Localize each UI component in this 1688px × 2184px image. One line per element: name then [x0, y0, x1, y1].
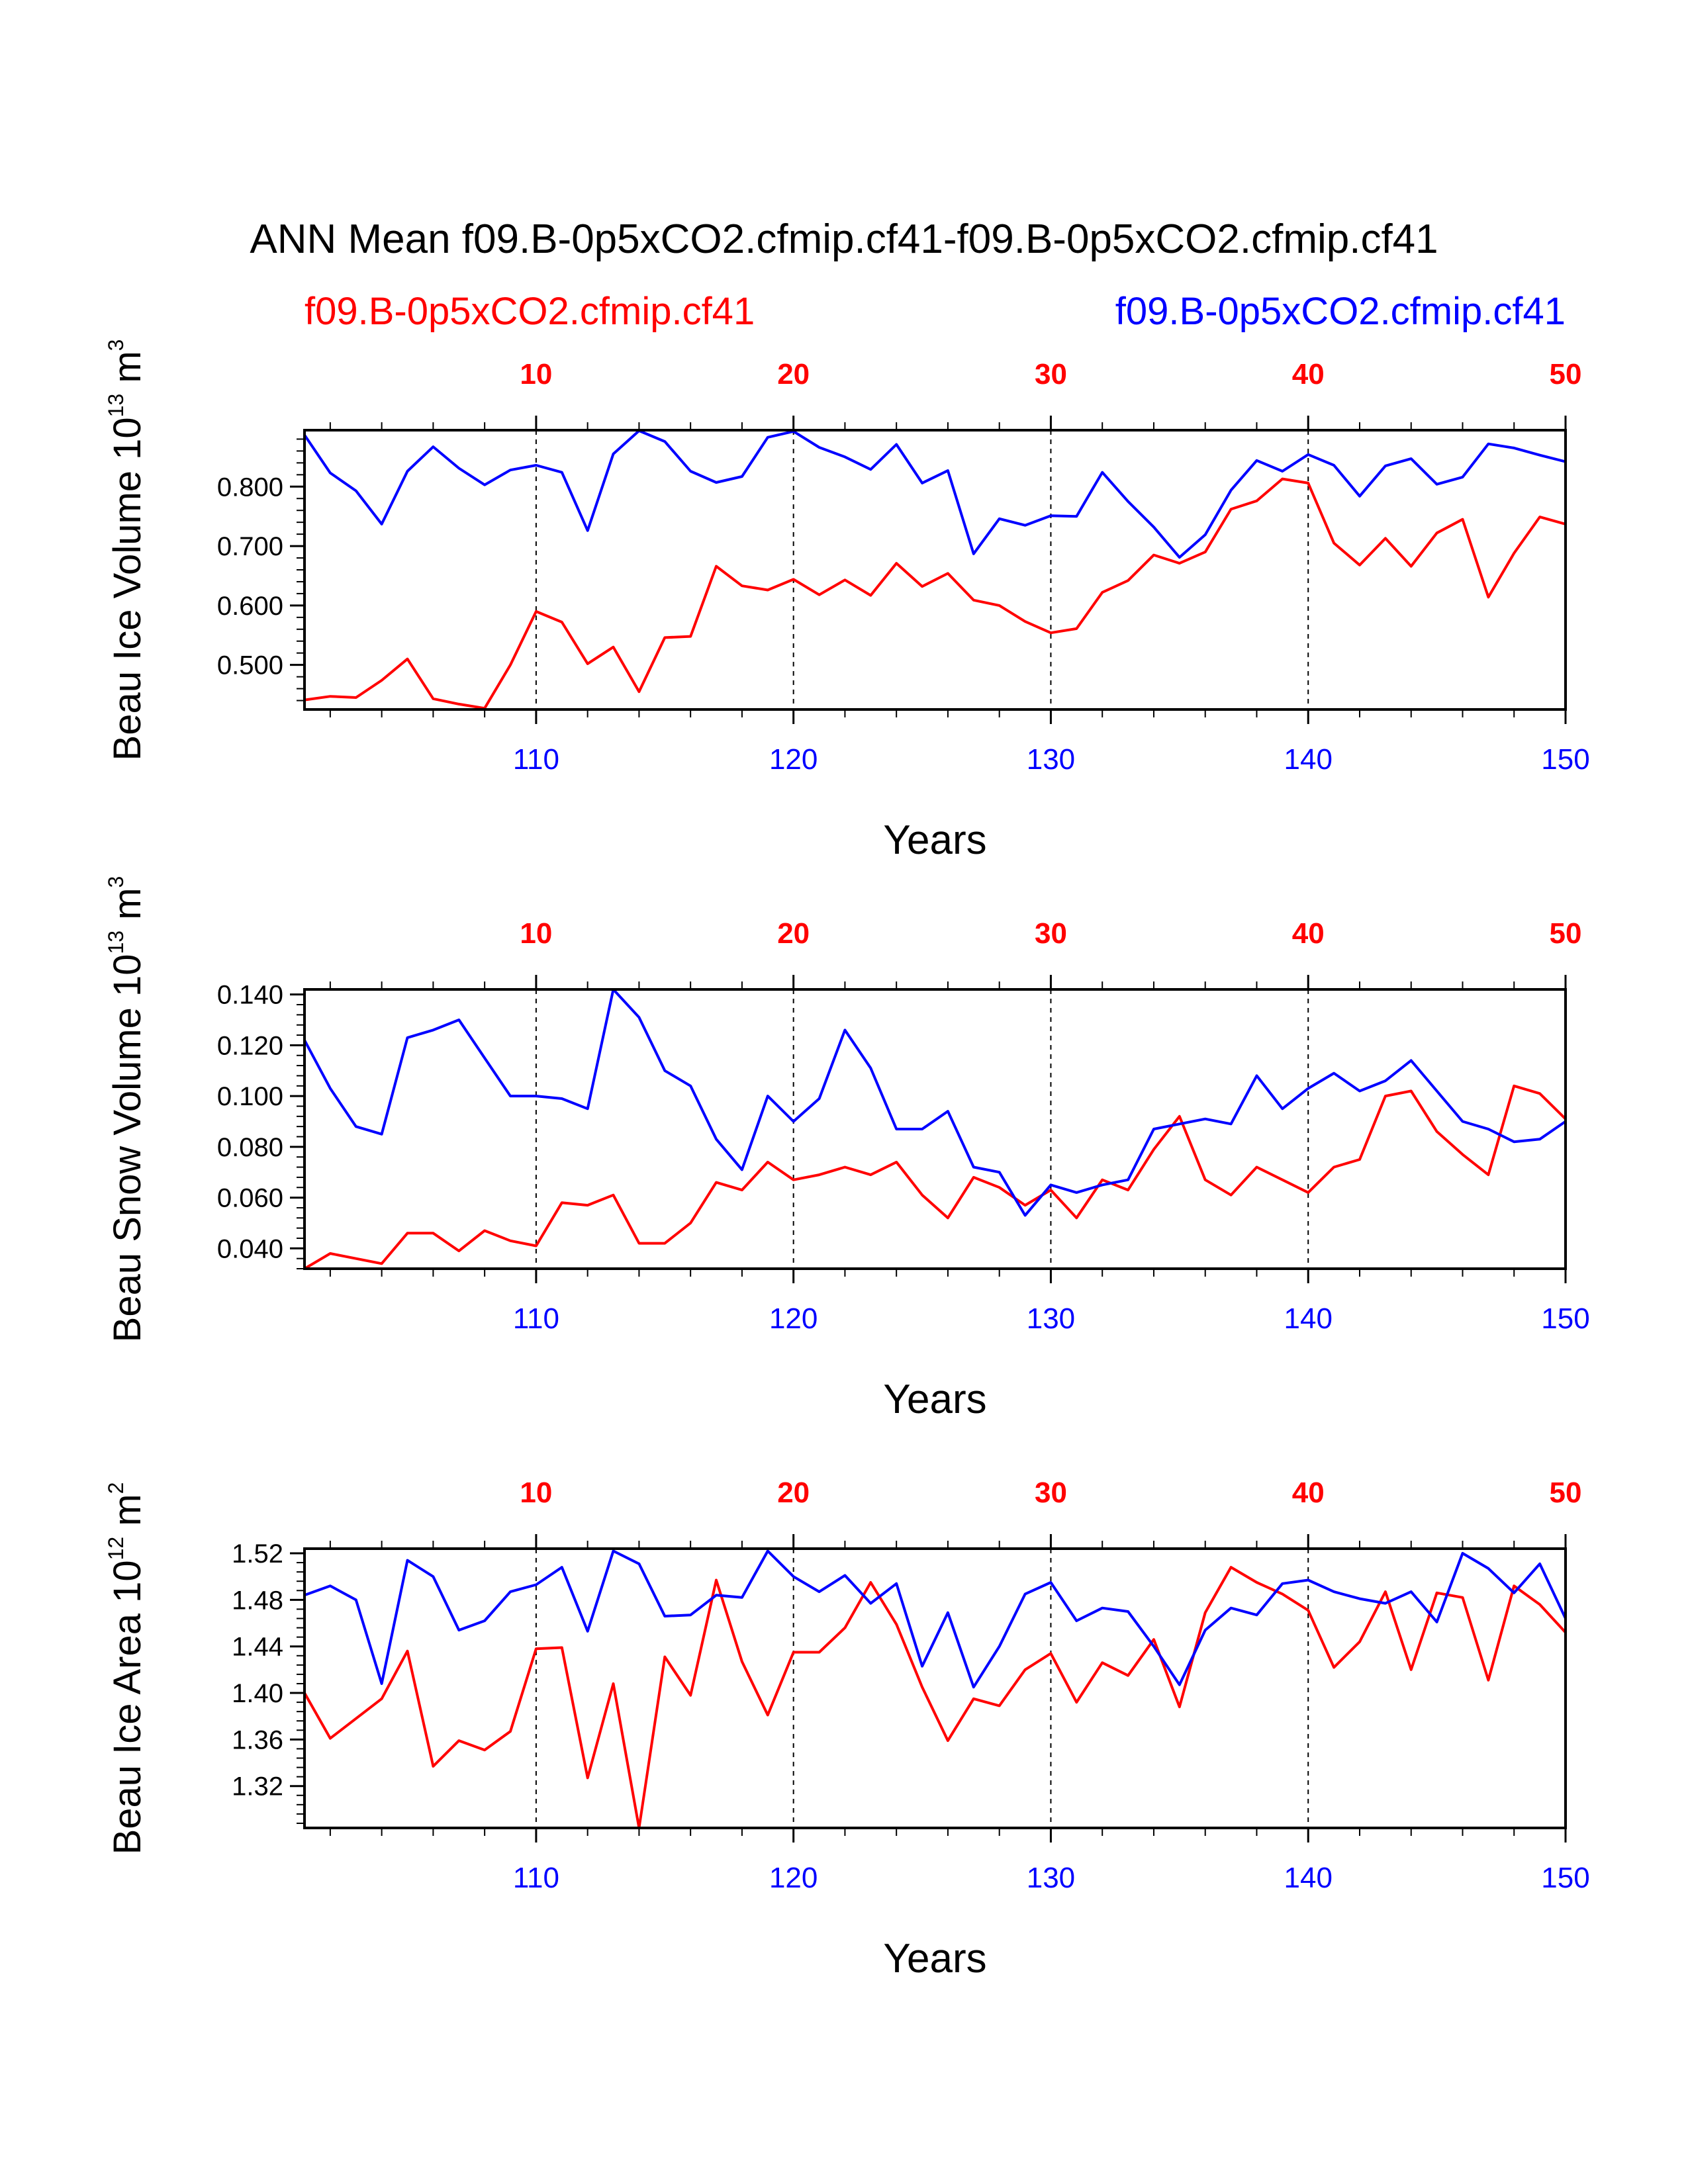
top-tick-label: 30 [1035, 358, 1067, 390]
y-label-ylabel-exp: 12 [104, 1537, 128, 1561]
top-tick-label: 10 [520, 917, 552, 950]
x-axis-label: Years [883, 1377, 986, 1422]
top-tick-label: 40 [1292, 358, 1325, 390]
legend-red-label: f09.B-0p5xCO2.cfmip.cf41 [305, 290, 755, 333]
top-tick-label: 20 [777, 358, 810, 390]
y-tick-label: 0.080 [217, 1133, 283, 1162]
top-tick-label: 40 [1292, 1477, 1325, 1509]
x-tick-label: 130 [1027, 1302, 1075, 1335]
panel-ice-volume: 110 120 130 140 150 10 20 30 40 50 0.500 0.600 0.700… [104, 340, 1590, 863]
y-label-ylabel-unit: m [106, 1494, 149, 1536]
x-tick-label: 140 [1284, 1302, 1333, 1335]
x-tick-label: 130 [1027, 1862, 1075, 1894]
y-tick-label: 0.700 [217, 532, 283, 561]
y-label-ylabel-exp: 13 [104, 394, 128, 418]
series-line-red [303, 1566, 1567, 1829]
legend-blue-label: f09.B-0p5xCO2.cfmip.cf41 [1115, 290, 1566, 333]
y-axis-label: Beau Snow Volume 1013 m3 [104, 876, 149, 1343]
y-tick-label: 0.140 [217, 981, 283, 1010]
plot-frame [303, 1547, 1567, 1829]
top-tick-label: 30 [1035, 1477, 1067, 1509]
top-tick-label: 20 [777, 1477, 810, 1509]
y-tick-label: 0.040 [217, 1234, 283, 1263]
top-tick-label: 10 [520, 358, 552, 390]
x-tick-label: 110 [513, 743, 559, 776]
y-tick-label: 1.44 [232, 1633, 283, 1662]
x-tick-label: 150 [1541, 1302, 1589, 1335]
top-tick-label: 20 [777, 917, 810, 950]
y-label-ylabel: Beau Snow Volume 10 [106, 954, 149, 1342]
plot-frame [303, 988, 1567, 1270]
series-line-blue [303, 429, 1566, 559]
y-tick-label: 0.120 [217, 1031, 283, 1060]
series-line-red [303, 1084, 1567, 1270]
y-tick-label: 1.40 [232, 1679, 283, 1708]
x-tick-label: 120 [769, 1862, 818, 1894]
x-axis-label: Years [883, 1936, 986, 1981]
panel-snow-volume: 110 120 130 140 150 10 20 30 40 50 0.040 0.060 0.080… [104, 876, 1590, 1422]
y-label-ylabel-unit-exp: 2 [104, 1482, 128, 1494]
series-line-red [304, 477, 1566, 710]
y-tick-label: 1.48 [232, 1586, 283, 1615]
x-tick-label: 150 [1541, 1862, 1589, 1894]
y-tick-label: 0.100 [217, 1082, 283, 1111]
top-tick-label: 50 [1550, 917, 1582, 950]
x-tick-label: 140 [1284, 743, 1333, 776]
y-label-ylabel-unit-exp: 3 [104, 340, 128, 351]
top-tick-label: 30 [1035, 917, 1067, 950]
series-line-blue [303, 988, 1567, 1217]
y-label-ylabel: Beau Ice Area 10 [106, 1560, 149, 1854]
top-tick-label: 10 [520, 1477, 552, 1509]
x-tick-label: 140 [1284, 1862, 1333, 1894]
y-label-ylabel-unit: m [106, 887, 149, 930]
top-tick-label: 50 [1550, 358, 1582, 390]
top-tick-label: 50 [1550, 1477, 1582, 1509]
x-tick-label: 150 [1541, 743, 1589, 776]
plot-frame [303, 429, 1567, 711]
y-tick-label: 0.060 [217, 1184, 283, 1213]
y-axis-label: Beau Ice Area 1012 m2 [104, 1482, 149, 1855]
top-tick-label: 40 [1292, 917, 1325, 950]
x-tick-label: 130 [1027, 743, 1075, 776]
panel-ice-area: 110 120 130 140 150 10 20 30 40 50 1.32 1.36 1.40 1.4… [104, 1477, 1590, 1981]
y-label-ylabel-exp: 13 [104, 931, 128, 954]
x-axis-label: Years [883, 817, 986, 863]
y-tick-label: 1.36 [232, 1725, 283, 1754]
series-line-blue [304, 1549, 1567, 1689]
y-label-ylabel: Beau Ice Volume 10 [106, 417, 149, 760]
x-tick-label: 110 [513, 1862, 559, 1894]
x-tick-label: 110 [513, 1302, 559, 1335]
y-tick-label: 1.32 [232, 1772, 283, 1801]
y-axis-label: Beau Ice Volume 1013 m3 [104, 340, 149, 761]
y-label-ylabel-unit: m [106, 351, 149, 393]
x-tick-label: 120 [769, 1302, 818, 1335]
y-tick-label: 0.800 [217, 473, 283, 502]
figure-title: ANN Mean f09.B-0p5xCO2.cfmip.cf41-f09.B-… [250, 216, 1438, 262]
y-tick-label: 0.600 [217, 592, 283, 621]
y-label-ylabel-unit-exp: 3 [104, 876, 128, 888]
x-tick-label: 120 [769, 743, 818, 776]
y-tick-label: 1.52 [232, 1539, 283, 1569]
y-tick-label: 0.500 [217, 651, 283, 680]
